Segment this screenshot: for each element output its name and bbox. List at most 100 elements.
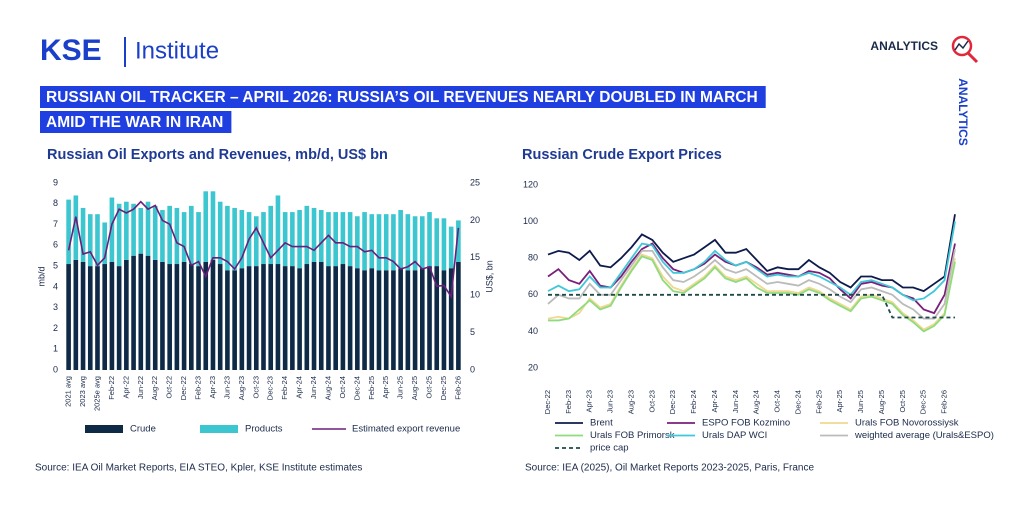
bar-segment <box>145 255 151 370</box>
bar-segment <box>376 270 382 370</box>
bar-segment <box>275 195 281 265</box>
bar-segment <box>80 261 86 370</box>
bar-segment <box>131 255 136 370</box>
logo-kse: KSE <box>40 34 102 67</box>
x-tick-label: Feb-22 <box>107 376 116 400</box>
bar-segment <box>203 261 209 370</box>
price-line <box>548 255 956 333</box>
x-tick-label: Apr-23 <box>585 390 594 413</box>
bar-segment <box>419 216 425 269</box>
bar-segment <box>434 218 440 267</box>
bar-segment <box>246 266 252 370</box>
bar-segment <box>189 264 194 370</box>
x-tick-label: Dec-24 <box>352 376 361 400</box>
x-tick-label: Jun-23 <box>606 390 615 413</box>
bar-segment <box>456 261 461 370</box>
y2-axis-label: US$, bn <box>484 260 494 293</box>
x-tick-label: Oct-23 <box>647 390 656 413</box>
bar-segment <box>167 205 172 265</box>
bar-segment <box>268 264 274 370</box>
x-tick-label: Oct-25 <box>898 390 907 413</box>
title-line: AMID THE WAR IN IRAN <box>46 114 223 131</box>
bar-segment <box>311 207 317 262</box>
bar-segment <box>253 266 259 370</box>
bar-segment <box>304 205 310 265</box>
bar-segment <box>456 220 461 262</box>
bar-segment <box>347 212 353 267</box>
x-tick-label: Aug-25 <box>410 376 419 400</box>
bar-segment <box>95 214 100 267</box>
bar-segment <box>66 199 71 265</box>
x-tick-label: Dec-24 <box>793 390 802 414</box>
bar-segment <box>196 212 201 267</box>
bar-segment <box>261 264 266 370</box>
bar-segment <box>239 210 245 269</box>
legend-label: Crude <box>130 424 156 435</box>
bar-segment <box>232 270 237 370</box>
x-tick-label: Feb-25 <box>814 390 823 414</box>
bar-segment <box>383 270 389 370</box>
bar-segment <box>102 222 108 265</box>
legend-label: price cap <box>590 443 629 454</box>
bar-segment <box>398 210 403 269</box>
legend-swatch <box>85 425 123 433</box>
bar-segment <box>398 268 403 370</box>
x-tick-label: Aug-23 <box>626 390 635 414</box>
y-tick-label: 20 <box>528 362 538 372</box>
y-tick-label: 9 <box>53 177 58 187</box>
bar-segment <box>362 270 367 370</box>
y-tick-label: 1 <box>53 344 58 354</box>
bar-segment <box>275 264 281 370</box>
bar-segment <box>109 261 115 370</box>
bar-segment <box>160 210 165 262</box>
y-tick-label: 7 <box>53 219 58 229</box>
x-tick-label: Oct-22 <box>165 376 174 399</box>
x-tick-label: Aug-24 <box>752 390 761 414</box>
bar-segment <box>318 261 324 370</box>
bar-segment <box>448 226 454 269</box>
legend-swatch <box>200 425 238 433</box>
x-tick-label: Dec-25 <box>919 390 928 414</box>
bar-segment <box>232 207 237 271</box>
bar-segment <box>355 268 360 370</box>
x-tick-label: Feb-26 <box>940 390 949 414</box>
x-tick-label: Feb-25 <box>367 376 376 400</box>
x-tick-label: Apr-25 <box>835 390 844 413</box>
bar-segment <box>333 212 338 267</box>
bar-segment <box>225 205 230 271</box>
bar-segment <box>253 216 259 267</box>
y-tick-label: 8 <box>53 198 58 208</box>
y-tick-label: 4 <box>53 281 58 291</box>
bar-segment <box>412 216 418 271</box>
bar-segment <box>152 205 158 260</box>
x-tick-label: Oct-25 <box>425 376 434 399</box>
x-tick-label: Oct-24 <box>338 376 347 399</box>
bar-segment <box>340 212 346 265</box>
bar-segment <box>427 266 432 370</box>
bar-segment <box>419 268 425 370</box>
price-line <box>548 293 955 319</box>
legend-label: Brent <box>590 418 613 429</box>
bar-segment <box>210 191 216 260</box>
bar-segment <box>268 205 274 265</box>
price-line <box>547 214 956 293</box>
x-tick-label: Jun-25 <box>396 376 405 399</box>
bar-segment <box>376 214 382 271</box>
x-tick-label: Aug-23 <box>237 376 246 400</box>
bar-segment <box>383 214 389 271</box>
x-tick-label: Jun-23 <box>222 376 231 399</box>
bar-segment <box>355 216 360 269</box>
title-bar <box>40 86 766 108</box>
bar-segment <box>297 268 302 370</box>
bar-segment <box>138 207 144 254</box>
y-tick-label: 80 <box>528 253 538 263</box>
bar-segment <box>239 268 245 370</box>
icon-line <box>954 40 969 51</box>
y-tick-label: 5 <box>53 260 58 270</box>
bar-segment <box>261 212 266 265</box>
bar-segment <box>87 266 93 370</box>
y-tick-label: 3 <box>53 302 58 312</box>
legend-label: Estimated export revenue <box>352 424 460 435</box>
bar-segment <box>304 264 310 370</box>
bar-segment <box>391 214 396 271</box>
